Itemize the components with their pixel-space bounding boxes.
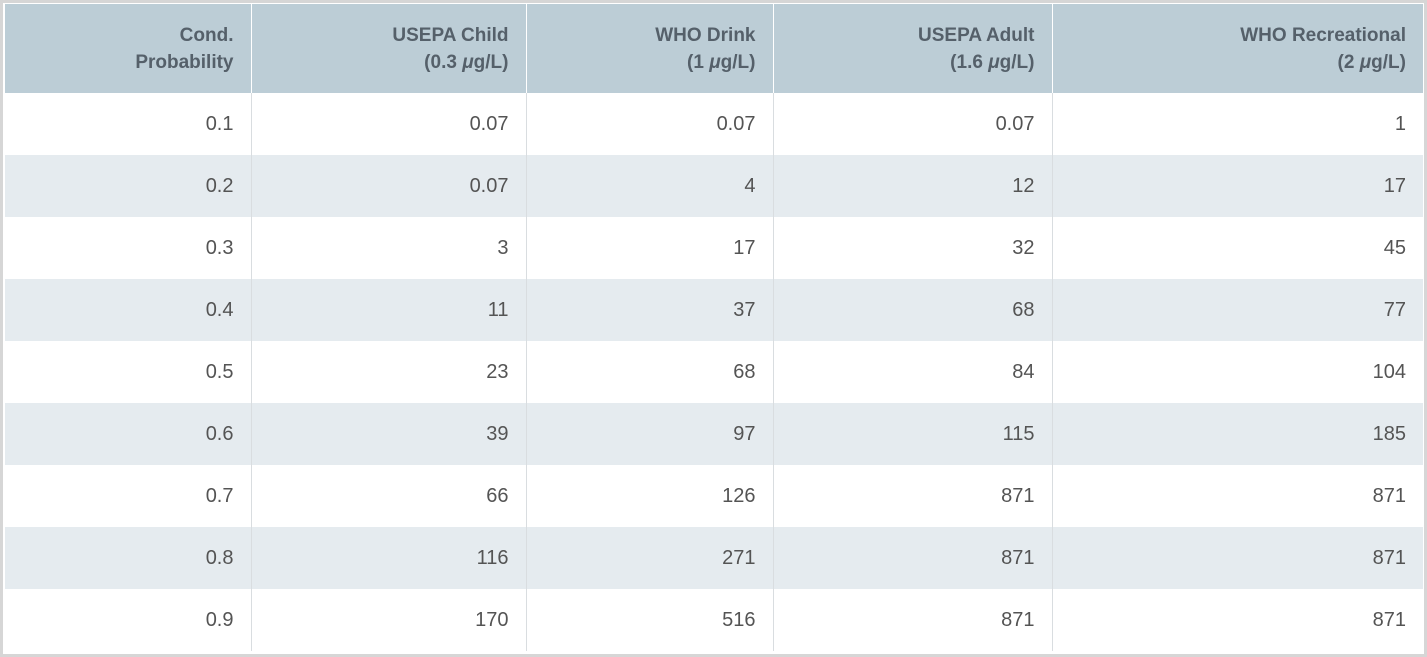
header-line-1: USEPA Child (392, 24, 509, 46)
table-body: 0.1 0.07 0.07 0.07 1 0.2 0.07 4 12 17 0.… (5, 93, 1423, 651)
cell-cond-probability: 0.6 (5, 403, 252, 465)
cell-who-recreational: 871 (1052, 527, 1423, 589)
cell-who-drink: 4 (526, 155, 774, 217)
cell-who-drink: 516 (526, 589, 774, 651)
cell-cond-probability: 0.1 (5, 93, 252, 155)
cell-usepa-child: 0.07 (251, 155, 527, 217)
table-row: 0.3 3 17 32 45 (5, 217, 1423, 279)
cell-who-recreational: 45 (1383, 236, 1406, 259)
column-header-who-recreational: WHO Recreational (2 μg/L) (1052, 4, 1423, 93)
cell-who-drink: 271 (526, 527, 774, 589)
table-row: 0.4 11 37 68 77 (5, 279, 1423, 341)
table-row: 0.6 39 97 115 185 (5, 403, 1423, 465)
cell-cond-probability: 0.9 (5, 589, 252, 651)
table-row: 0.7 66 126 871 871 (5, 465, 1423, 527)
cell-who-recreational: 871 (1372, 608, 1406, 631)
cell-usepa-child: 3 (251, 217, 527, 279)
cell-cond-probability: 0.2 (5, 155, 252, 217)
table-header: Cond. Probability USEPA Child (0.3 μg/L)… (5, 4, 1423, 93)
cell-who-drink: 126 (526, 465, 774, 527)
cell-usepa-adult: 115 (773, 403, 1053, 465)
table-row: 0.2 0.07 4 12 17 (5, 155, 1423, 217)
cell-who-drink: 0.07 (526, 93, 774, 155)
header-line-1: Cond. (179, 24, 234, 46)
header-line-1: USEPA Adult (918, 24, 1035, 46)
header-line-2: (1 μg/L) (687, 51, 756, 73)
table-row: 0.5 23 68 84 104 (5, 341, 1423, 403)
header-line-2: (0.3 μg/L) (424, 51, 509, 73)
cell-usepa-child: 66 (251, 465, 527, 527)
header-row: Cond. Probability USEPA Child (0.3 μg/L)… (5, 4, 1423, 93)
data-table: Cond. Probability USEPA Child (0.3 μg/L)… (5, 4, 1423, 651)
cell-usepa-child: 116 (251, 527, 527, 589)
cell-who-drink: 37 (526, 279, 774, 341)
cell-usepa-adult: 0.07 (773, 93, 1053, 155)
table-row: 0.9 170 516 871 871 (5, 589, 1423, 651)
header-line-1: WHO Drink (655, 24, 756, 46)
header-line-2: (1.6 μg/L) (950, 51, 1035, 73)
cell-usepa-child: 39 (251, 403, 527, 465)
cell-usepa-child: 11 (251, 279, 527, 341)
cell-who-drink: 17 (526, 217, 774, 279)
cell-cond-probability: 0.8 (5, 527, 252, 589)
table-row: 0.8 116 271 871 871 (5, 527, 1423, 589)
cell-who-recreational: 185 (1052, 403, 1423, 465)
header-line-2: Probability (135, 51, 234, 73)
cell-usepa-adult: 68 (773, 279, 1053, 341)
cell-who-drink: 97 (526, 403, 774, 465)
cell-usepa-adult: 32 (773, 217, 1053, 279)
cell-who-drink: 68 (526, 341, 774, 403)
column-header-usepa-child: USEPA Child (0.3 μg/L) (251, 4, 527, 93)
cell-who-recreational: 871 (1372, 484, 1406, 507)
cell-who-recreational: 17 (1052, 155, 1423, 217)
cell-who-recreational: 1 (1394, 112, 1406, 135)
table-row: 0.1 0.07 0.07 0.07 1 (5, 93, 1423, 155)
column-header-who-drink: WHO Drink (1 μg/L) (526, 4, 774, 93)
cell-cond-probability: 0.3 (5, 217, 252, 279)
cell-usepa-child: 23 (251, 341, 527, 403)
header-line-1: WHO Recreational (1240, 24, 1406, 46)
cell-usepa-adult: 12 (773, 155, 1053, 217)
header-line-2: (2 μg/L) (1337, 51, 1406, 73)
cell-usepa-child: 170 (251, 589, 527, 651)
cell-usepa-adult: 871 (773, 589, 1053, 651)
column-header-cond-probability: Cond. Probability (5, 4, 252, 93)
cell-who-recreational: 104 (1372, 360, 1406, 383)
cell-cond-probability: 0.7 (5, 465, 252, 527)
cell-usepa-adult: 84 (773, 341, 1053, 403)
cell-who-recreational: 77 (1052, 279, 1423, 341)
cell-cond-probability: 0.4 (5, 279, 252, 341)
cell-usepa-child: 0.07 (251, 93, 527, 155)
cell-usepa-adult: 871 (773, 527, 1053, 589)
cell-usepa-adult: 871 (773, 465, 1053, 527)
cell-cond-probability: 0.5 (5, 341, 252, 403)
column-header-usepa-adult: USEPA Adult (1.6 μg/L) (773, 4, 1053, 93)
